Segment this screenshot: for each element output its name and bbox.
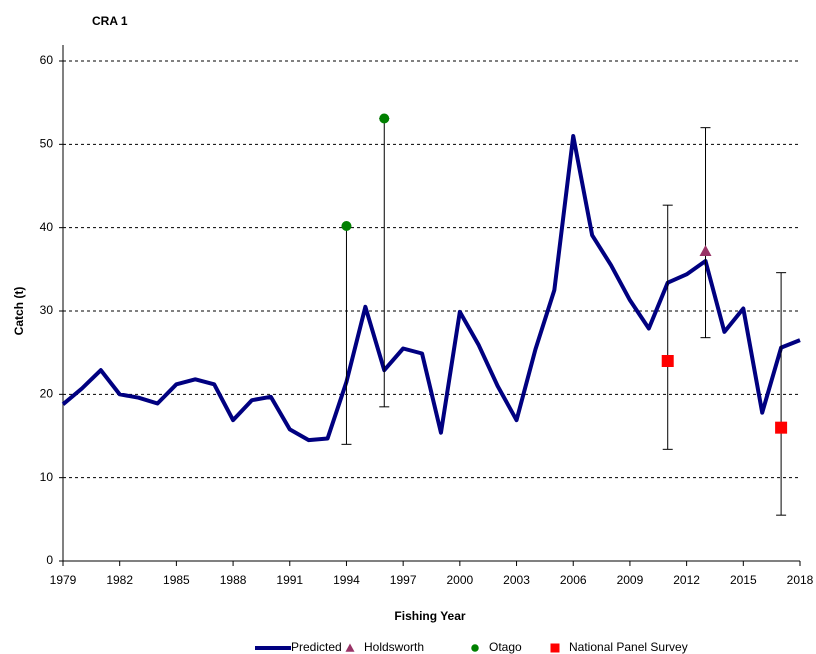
legend-label: Predicted [291,640,342,654]
legend-label: Holdsworth [364,640,424,654]
data-point [699,245,712,256]
x-tick-label: 2003 [503,573,530,587]
predicted-line [61,134,801,443]
legend-marker [471,644,479,652]
data-point [775,421,788,434]
x-axis-label: Fishing Year [394,609,465,623]
x-tick-label: 2006 [560,573,587,587]
legend-marker [550,643,560,653]
x-tick-label: 2018 [787,573,814,587]
legend-marker [345,643,355,652]
x-tick-label: 1994 [333,573,360,587]
y-tick-label: 30 [40,303,54,317]
y-tick-label: 50 [40,137,54,151]
x-tick-label: 2012 [673,573,700,587]
y-axis-label: Catch (t) [12,287,26,336]
y-tick-label: 40 [40,220,54,234]
x-tick-label: 1997 [390,573,417,587]
legend-label: National Panel Survey [569,640,688,654]
chart-title: CRA 1 [92,14,128,28]
data-point [661,355,674,367]
x-tick-label: 1985 [163,573,190,587]
y-tick-label: 20 [40,387,54,401]
data-point [379,113,390,124]
x-tick-label: 1991 [276,573,303,587]
x-tick-label: 1988 [220,573,247,587]
x-tick-label: 1979 [50,573,77,587]
y-tick-label: 60 [40,53,54,67]
x-tick-label: 2015 [730,573,757,587]
x-tick-label: 1982 [106,573,133,587]
legend-label: Otago [489,640,522,654]
y-tick-label: 10 [40,470,54,484]
data-point [341,221,352,231]
y-tick-label: 0 [46,553,53,567]
x-tick-label: 2009 [617,573,644,587]
x-tick-label: 2000 [446,573,473,587]
